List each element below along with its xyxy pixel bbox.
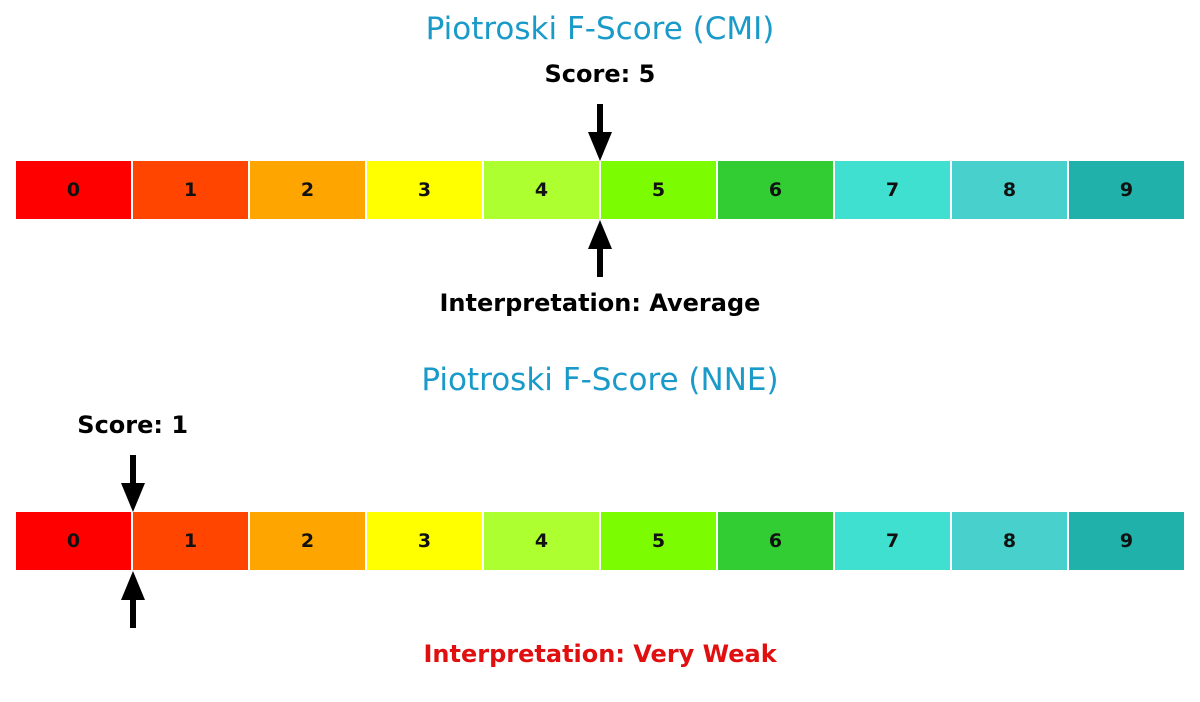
score-segment-2: 2: [248, 161, 365, 219]
score-segment-6: 6: [716, 512, 833, 570]
arrow-up-icon: [120, 571, 145, 628]
score-segment-7: 7: [833, 512, 950, 570]
score-segment-5: 5: [599, 161, 716, 219]
score-segment-2: 2: [248, 512, 365, 570]
arrow-up-icon: [588, 220, 612, 277]
score-segment-6: 6: [716, 161, 833, 219]
score-segment-5: 5: [599, 512, 716, 570]
score-segment-1: 1: [131, 512, 248, 570]
score-segment-1: 1: [131, 161, 248, 219]
arrow-down-icon: [120, 455, 145, 512]
score-label: Score: 5: [544, 60, 656, 88]
score-segment-9: 9: [1067, 161, 1184, 219]
score-segment-4: 4: [482, 512, 599, 570]
score-segment-0: 0: [16, 161, 131, 219]
score-segment-3: 3: [365, 161, 482, 219]
score-segment-0: 0: [16, 512, 131, 570]
chart-title: Piotroski F-Score (CMI): [425, 11, 775, 47]
chart-title: Piotroski F-Score (NNE): [421, 362, 779, 398]
score-segment-4: 4: [482, 161, 599, 219]
arrow-down-icon: [588, 104, 612, 161]
score-segment-7: 7: [833, 161, 950, 219]
score-segment-3: 3: [365, 512, 482, 570]
score-segment-8: 8: [950, 512, 1067, 570]
score-segment-8: 8: [950, 161, 1067, 219]
score-label: Score: 1: [77, 411, 189, 439]
interpretation-label: Interpretation: Very Weak: [423, 640, 777, 668]
interpretation-label: Interpretation: Average: [439, 289, 761, 317]
score-segment-9: 9: [1067, 512, 1184, 570]
